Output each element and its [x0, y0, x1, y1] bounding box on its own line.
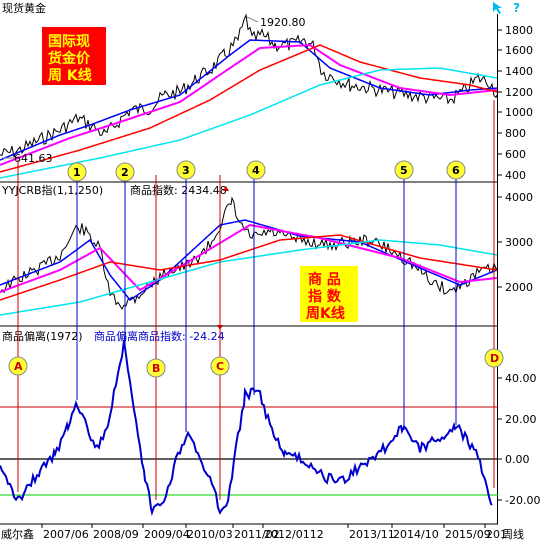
- commodity-ma-magenta: [0, 223, 498, 293]
- y-tick-label: 600: [505, 148, 526, 161]
- commodity-index-value: 商品指数: 2434.48: [130, 183, 227, 197]
- cycle-marker-1: [67, 162, 87, 182]
- x-tick-label: 2011/02: [234, 528, 280, 540]
- commodity-caption-line-2: 指 数: [308, 288, 342, 305]
- gold-ma-blue: [0, 39, 498, 161]
- window-title: 现货黄金: [2, 1, 46, 15]
- commodity-caption-line-1: 商 品: [308, 271, 341, 288]
- phase-marker-b: [146, 358, 166, 378]
- help-icon[interactable]: ?: [513, 1, 520, 15]
- guide-lines: [17, 100, 495, 500]
- y-tick-label: 2000: [505, 281, 533, 294]
- x-tick-label: 2008/09: [93, 528, 139, 540]
- y-tick-label: 800: [505, 127, 526, 140]
- x-tick-label: 2010/03: [187, 528, 233, 540]
- commodity-ma-red: [0, 234, 498, 301]
- y-tick-label: 1600: [505, 44, 533, 57]
- gold-caption-line-2: 货金价: [47, 50, 91, 67]
- cycle-marker-6: [446, 160, 466, 180]
- deviation-line: [0, 340, 493, 517]
- y-tick-label: 400: [505, 169, 526, 182]
- y-tick-label: -20.00: [505, 494, 540, 507]
- y-tick-label: 0.00: [505, 453, 530, 466]
- phase-marker-label: A: [14, 360, 23, 373]
- phase-marker-label: C: [216, 360, 224, 373]
- commodity-caption-box: 商 品 指 数 周K线: [300, 266, 358, 322]
- cycle-marker-label: 6: [452, 164, 460, 177]
- gold-ma-cyan: [0, 67, 498, 179]
- cycle-marker-4: [246, 160, 266, 180]
- commodity-index-panel: YYJCRB指(1,1,250) 商品指数: 2434.48 商 品 指 数 周…: [0, 183, 533, 322]
- x-tick-label: 2013/11: [349, 528, 395, 540]
- deviation-panel: 商品偏离(1972) 商品偏离商品指数: -24.24 40.00 20.00 0.…: [0, 329, 540, 517]
- low-price-label: 641.63: [14, 152, 53, 165]
- x-tick-label: 2009/04: [144, 528, 190, 540]
- cycle-marker-label: 4: [252, 164, 260, 177]
- panel-frames: [0, 14, 498, 525]
- x-tick-label: 2015/09: [445, 528, 491, 540]
- commodity-ma-cyan: [0, 239, 498, 316]
- commodity-index-line: [0, 196, 498, 311]
- commodity-index-title: YYJCRB指(1,1,250): [1, 183, 103, 197]
- peak-price-label: 1920.80: [260, 16, 306, 29]
- cycle-marker-5: [394, 160, 414, 180]
- cycle-marker-3: [176, 160, 196, 180]
- deviation-title: 商品偏离(1972): [2, 329, 83, 343]
- commodity-y-axis: 4000 3000 2000: [497, 191, 533, 294]
- y-tick-label: 1400: [505, 65, 533, 78]
- phase-marker-c: [210, 356, 230, 376]
- cycle-markers: 1 2 3 4 5 6 A B C D: [8, 160, 504, 378]
- deviation-value: 商品偏离商品指数: -24.24: [94, 329, 225, 343]
- y-tick-label: 4000: [505, 191, 533, 204]
- gold-ma-red: [0, 44, 498, 173]
- phase-marker-label: B: [152, 362, 160, 375]
- y-tick-label: 1200: [505, 86, 533, 99]
- deviation-y-axis: 40.00 20.00 0.00 -20.00: [497, 372, 540, 507]
- help-icon-glyph: ?: [513, 1, 520, 15]
- y-tick-label: 40.00: [505, 372, 537, 385]
- x-tick-label: 2012/0112: [264, 528, 324, 540]
- x-tick-label: 2014/10: [393, 528, 439, 540]
- x-axis-left-label: 威尔鑫: [1, 527, 34, 540]
- cycle-marker-label: 5: [400, 164, 408, 177]
- gold-caption-box: 国际现 货金价 周 K线: [42, 27, 106, 85]
- cycle-marker-label: 3: [182, 164, 190, 177]
- x-axis-right-label: 周线: [502, 527, 524, 540]
- gold-caption-line-1: 国际现: [48, 34, 90, 50]
- y-tick-label: 3000: [505, 236, 533, 249]
- up-arrow-icon: [223, 186, 229, 191]
- cursor-icon: [493, 2, 502, 14]
- down-arrow-icon: [217, 325, 223, 330]
- phase-marker-a: [8, 356, 28, 376]
- x-tick-label: 201: [486, 528, 507, 540]
- gold-caption-line-3: 周 K线: [48, 67, 92, 84]
- cycle-marker-2: [115, 162, 135, 182]
- gold-price-panel: 1920.80 641.63 国际现 货金价 周 K线 180016001400…: [0, 13, 533, 182]
- gold-ma-magenta: [0, 43, 498, 166]
- x-tick-label: 2007/06: [43, 528, 89, 540]
- cycle-marker-label: 2: [121, 166, 129, 179]
- phase-marker-label: D: [490, 352, 499, 365]
- commodity-caption-line-3: 周K线: [306, 305, 345, 322]
- phase-marker-d: [484, 348, 504, 368]
- cycle-marker-label: 1: [73, 166, 81, 179]
- commodity-ma-blue: [0, 219, 498, 301]
- y-tick-label: 1800: [505, 24, 533, 37]
- gold-y-axis: 1800 1600 1400 1200 1000 800 600 400: [497, 24, 533, 182]
- y-tick-label: 20.00: [505, 413, 537, 426]
- y-tick-label: 1000: [505, 106, 533, 119]
